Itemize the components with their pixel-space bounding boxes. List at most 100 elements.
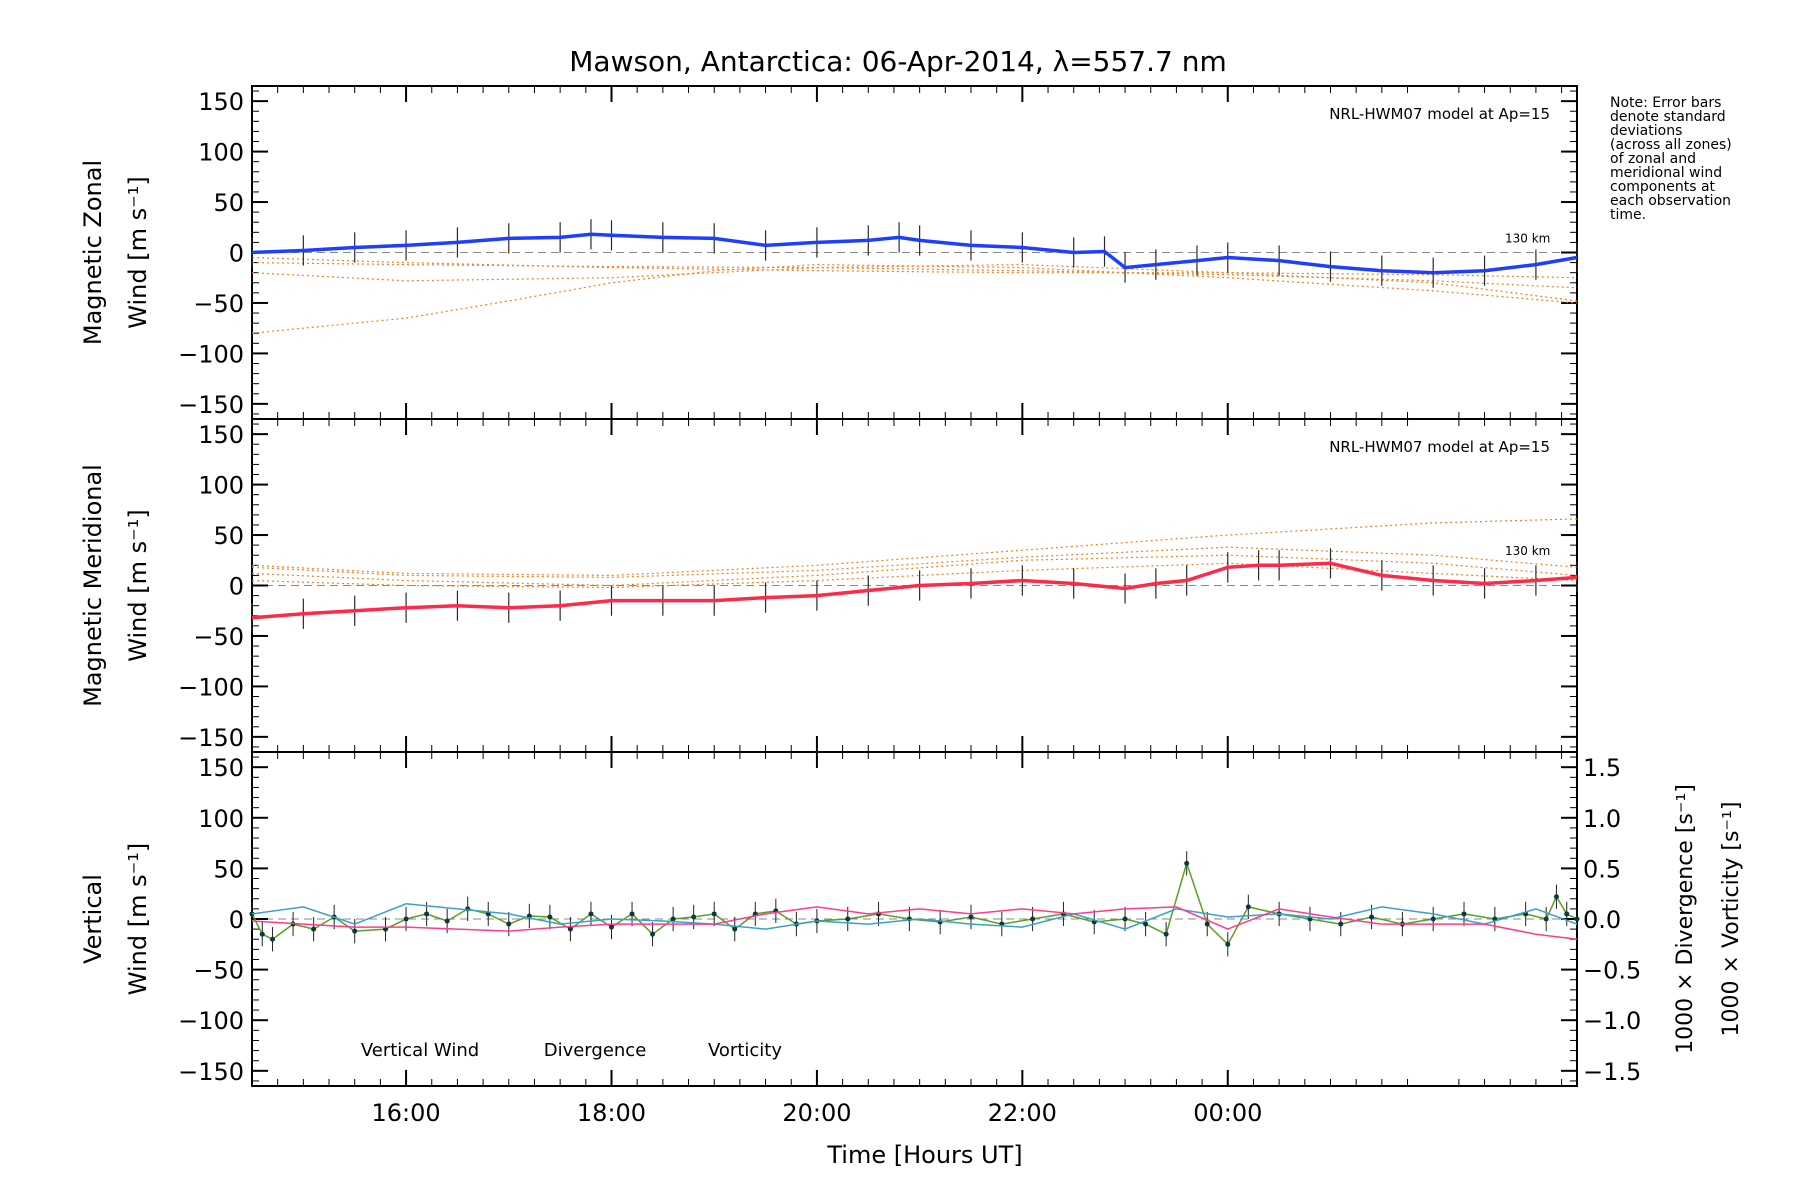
y2-tick-label: 1.0	[1583, 805, 1621, 833]
model-label: NRL-HWM07 model at Ap=15	[1329, 438, 1550, 456]
data-point	[259, 931, 265, 937]
data-point	[1184, 860, 1190, 866]
y-tick-label: −100	[178, 340, 244, 368]
note-line: time.	[1610, 207, 1647, 223]
y2-tick-label: −0.5	[1583, 957, 1641, 985]
y2-tick-label: 0.5	[1583, 855, 1621, 883]
x-tick-label: 16:00	[371, 1099, 440, 1127]
data-point	[506, 921, 512, 927]
data-point	[547, 914, 553, 920]
y-tick-label: −100	[178, 673, 244, 701]
data-point	[1461, 911, 1467, 917]
data-point	[1574, 916, 1580, 922]
chart-title: Mawson, Antarctica: 06-Apr-2014, λ=557.7…	[569, 45, 1227, 78]
y-tick-label: 100	[198, 472, 244, 500]
y-axis-label: Wind [m s⁻¹]	[124, 509, 152, 661]
y-tick-label: −50	[193, 957, 244, 985]
y2-tick-label: −1.5	[1583, 1058, 1641, 1086]
model-curve	[251, 256, 1578, 279]
y-tick-label: 150	[198, 421, 244, 449]
panel-zonal: −150 −100 −50 0 50 100 150 Magnetic Zonal Wind […	[79, 85, 1578, 420]
y-tick-label: −50	[193, 290, 244, 318]
y-tick-label: 50	[213, 855, 244, 883]
data-point	[732, 926, 738, 932]
y-tick-label: 0	[229, 240, 244, 268]
y-tick-label: −150	[178, 724, 244, 752]
y2-axis-label: 1000 × Divergence [s⁻¹]	[1673, 784, 1698, 1054]
data-point	[444, 918, 450, 924]
legend-entry: Vertical Wind	[361, 1040, 479, 1061]
legend-entry: Vorticity	[708, 1040, 782, 1061]
data-point	[588, 911, 594, 917]
note-line: each observation	[1610, 193, 1732, 209]
data-point	[1204, 921, 1210, 927]
data-point	[1543, 916, 1549, 922]
data-point	[270, 936, 276, 942]
wind-series-line	[251, 232, 1578, 275]
y-tick-label: 0	[229, 573, 244, 601]
y-tick-label: −150	[178, 1058, 244, 1086]
data-point	[1338, 921, 1344, 927]
data-point	[1122, 916, 1128, 922]
y-axis-label: Wind [m s⁻¹]	[124, 843, 152, 995]
data-point	[1564, 911, 1570, 917]
panels: −150 −100 −50 0 50 100 150 Magnetic Zonal Wind […	[79, 85, 1744, 1127]
series-line	[251, 903, 1578, 930]
data-point	[383, 926, 389, 932]
panel-meridional: −150 −100 −50 0 50 100 150 Magnetic Meridional W…	[79, 418, 1578, 753]
note-line: (across all zones)	[1610, 137, 1732, 153]
model-label: NRL-HWM07 model at Ap=15	[1329, 105, 1550, 123]
panel-vertical: −150 −100 −50 0 50 100 150 16:00 18:00 20:00 22:00…	[79, 751, 1744, 1127]
data-point	[311, 926, 317, 932]
y-tick-label: 0	[229, 906, 244, 934]
data-point	[1143, 921, 1149, 927]
y-tick-label: −150	[178, 391, 244, 419]
series-line	[251, 906, 1578, 940]
y-tick-label: 50	[213, 522, 244, 550]
data-point	[845, 916, 851, 922]
data-point	[567, 926, 573, 932]
data-point	[1553, 894, 1559, 900]
y-tick-label: 100	[198, 139, 244, 167]
y2-axis-label: 1000 × Vorticity [s⁻¹]	[1719, 802, 1744, 1037]
y-tick-label: 150	[198, 754, 244, 782]
legend-entry: Divergence	[544, 1040, 647, 1061]
model-level-label: 130 km	[1505, 231, 1550, 245]
y-axis-label: Wind [m s⁻¹]	[124, 176, 152, 328]
model-curve	[251, 262, 1578, 289]
data-point	[1030, 916, 1036, 922]
data-point	[629, 911, 635, 917]
series-line	[251, 860, 1578, 946]
y2-tick-label: 0.0	[1583, 906, 1621, 934]
y2-tick-label: 1.5	[1583, 754, 1621, 782]
y-tick-label: −100	[178, 1007, 244, 1035]
data-point	[1245, 904, 1251, 910]
note-line: deviations	[1610, 123, 1683, 139]
model-curve	[251, 263, 1578, 334]
x-tick-label: 20:00	[782, 1099, 851, 1127]
note-line: of zonal and	[1610, 151, 1696, 167]
y-tick-label: 100	[198, 805, 244, 833]
data-point	[1163, 931, 1169, 937]
data-point	[608, 924, 614, 930]
note-line: meridional wind	[1610, 165, 1723, 181]
y-axis-label: Magnetic Meridional	[79, 464, 107, 707]
data-point	[691, 914, 697, 920]
data-point	[403, 916, 409, 922]
x-axis-label: Time [Hours UT]	[826, 1141, 1022, 1169]
note-line: components at	[1610, 179, 1716, 195]
y-axis-label: Vertical	[79, 874, 107, 964]
note-text: Note: Error bars denote standard deviati…	[1610, 96, 1795, 222]
data-point	[352, 928, 358, 934]
x-tick-label: 22:00	[988, 1099, 1057, 1127]
data-point	[1430, 916, 1436, 922]
y2-tick-label: −1.0	[1583, 1007, 1641, 1035]
y-tick-label: 150	[198, 88, 244, 116]
data-point	[1369, 914, 1375, 920]
model-level-label: 130 km	[1505, 544, 1550, 558]
data-point	[711, 911, 717, 917]
model-curve	[251, 518, 1578, 577]
x-tick-label: 18:00	[577, 1099, 646, 1127]
data-point	[249, 911, 255, 917]
